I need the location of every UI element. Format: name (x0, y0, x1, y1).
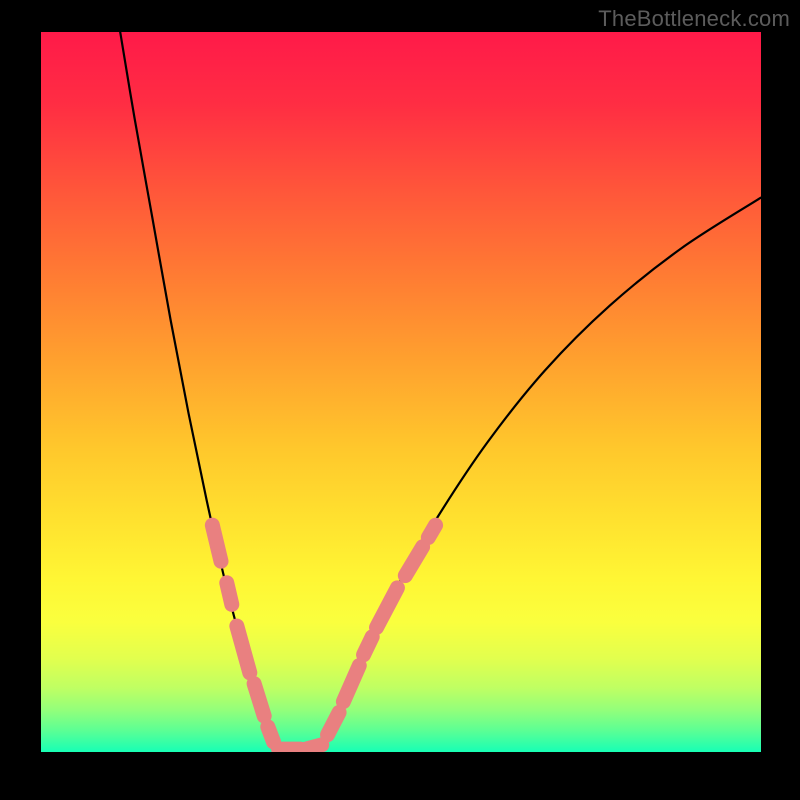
gradient-background (41, 32, 761, 752)
watermark-text: TheBottleneck.com (598, 6, 790, 32)
plot-area (41, 32, 761, 752)
root-canvas: TheBottleneck.com (0, 0, 800, 800)
